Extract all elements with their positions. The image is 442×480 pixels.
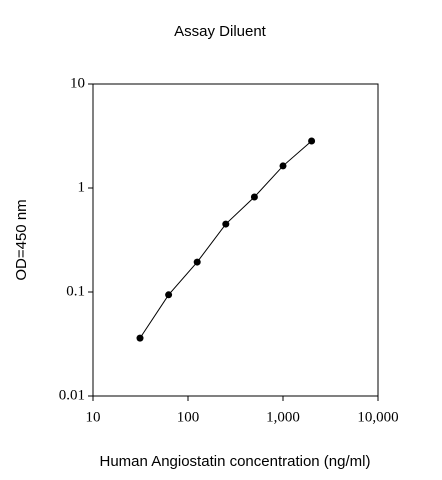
y-tick-label: 0.1 (66, 283, 85, 299)
x-tick-label: 10 (86, 409, 101, 425)
data-point (308, 137, 316, 145)
x-tick-label: 1,000 (266, 409, 300, 425)
y-tick-label: 1 (78, 179, 86, 195)
y-axis-label: OD=450 nm (13, 199, 30, 280)
x-axis-label: Human Angiostatin concentration (ng/ml) (100, 453, 371, 470)
x-tick-label: 10,000 (357, 409, 398, 425)
y-tick-label: 0.01 (59, 387, 85, 403)
x-tick-label: 100 (177, 409, 200, 425)
data-point (279, 162, 287, 170)
data-point (136, 334, 144, 342)
data-point (165, 291, 173, 299)
chart-title: Assay Diluent (174, 23, 267, 40)
data-point (250, 193, 258, 201)
data-line (139, 140, 312, 339)
y-tick-label: 10 (70, 75, 85, 91)
data-point (222, 220, 230, 228)
plot-frame (92, 83, 379, 397)
data-point (193, 258, 201, 266)
